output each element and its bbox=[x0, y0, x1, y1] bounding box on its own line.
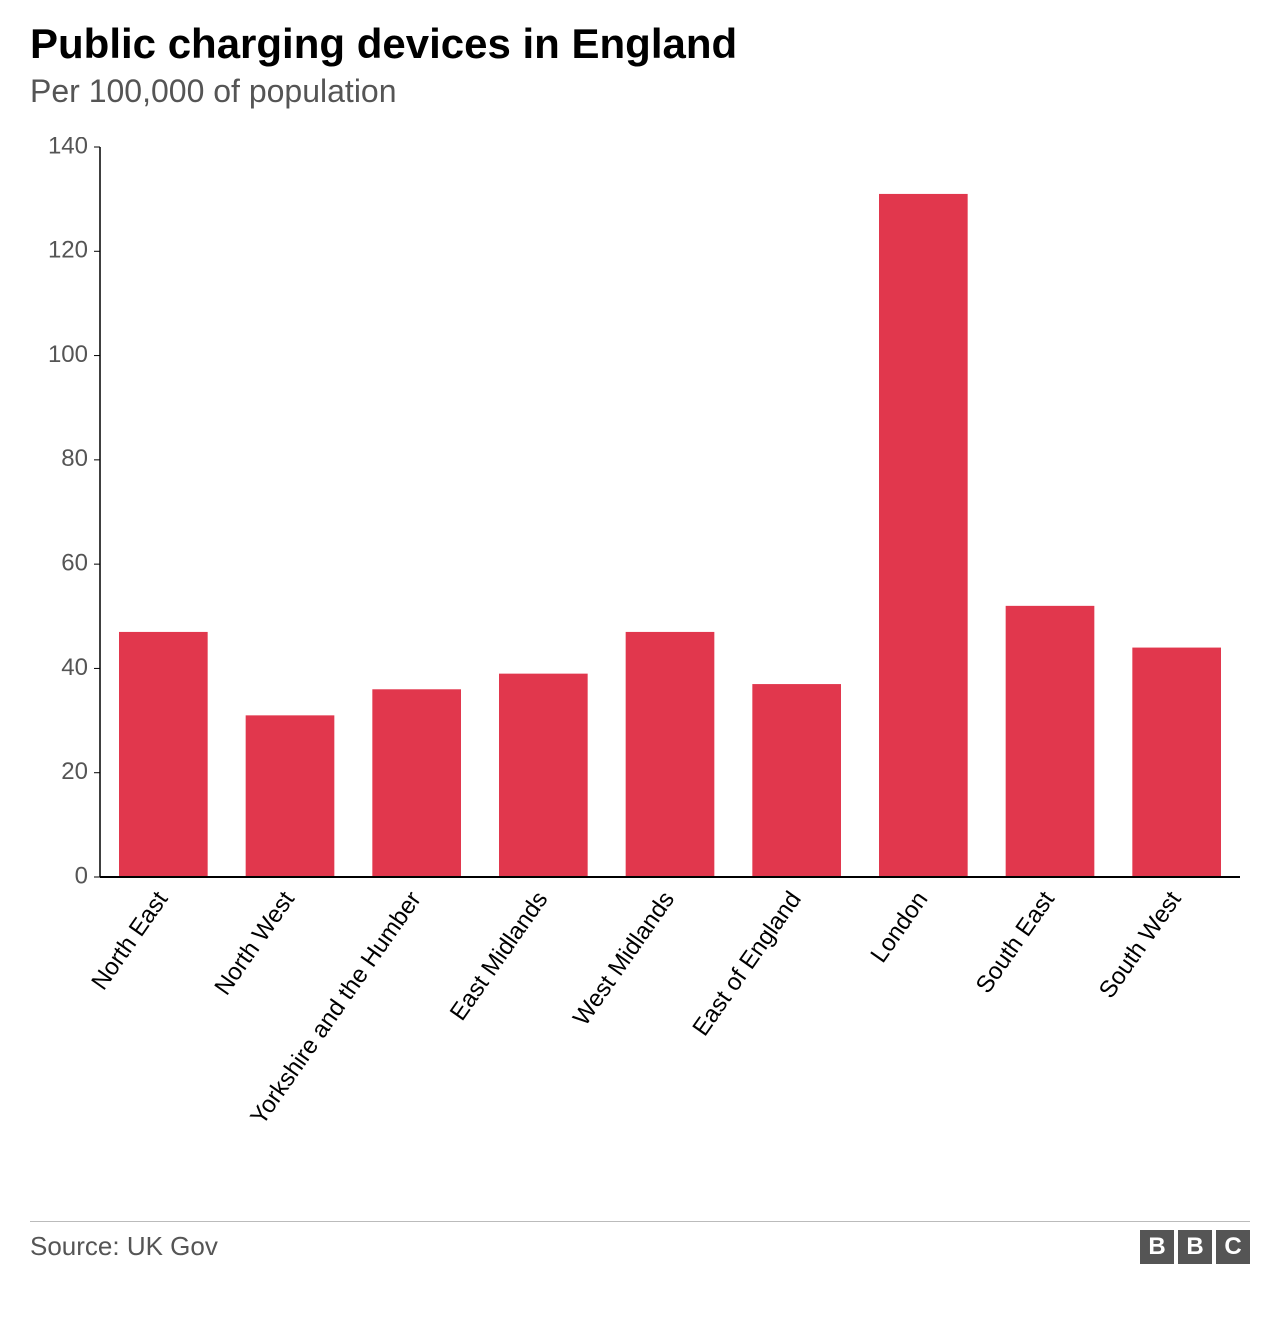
bar bbox=[246, 715, 335, 877]
x-category-label: East Midlands bbox=[445, 886, 554, 1025]
chart-title: Public charging devices in England bbox=[30, 20, 1250, 68]
source-label: Source: UK Gov bbox=[30, 1231, 218, 1262]
y-tick-label: 60 bbox=[61, 549, 88, 576]
bbc-logo-block: B bbox=[1140, 1230, 1174, 1264]
bar-chart-svg: 020406080100120140North EastNorth WestYo… bbox=[30, 137, 1250, 1207]
y-tick-label: 80 bbox=[61, 445, 88, 472]
x-category-label: East of England bbox=[687, 886, 806, 1040]
bbc-logo-block: C bbox=[1216, 1230, 1250, 1264]
bar bbox=[119, 632, 208, 877]
bbc-logo: B B C bbox=[1140, 1230, 1250, 1264]
bar bbox=[1006, 606, 1095, 877]
y-tick-label: 40 bbox=[61, 653, 88, 680]
chart-plot-area: 020406080100120140North EastNorth WestYo… bbox=[30, 137, 1250, 1207]
bbc-logo-block: B bbox=[1178, 1230, 1212, 1264]
y-tick-label: 120 bbox=[48, 236, 88, 263]
chart-subtitle: Per 100,000 of population bbox=[30, 72, 1250, 110]
bar bbox=[499, 673, 588, 876]
bar bbox=[1132, 647, 1221, 876]
footer-divider bbox=[30, 1221, 1250, 1222]
bar bbox=[626, 632, 715, 877]
y-tick-label: 0 bbox=[75, 862, 88, 889]
x-category-label: South East bbox=[971, 886, 1061, 998]
chart-footer: Source: UK Gov B B C bbox=[30, 1230, 1250, 1264]
x-category-label: North East bbox=[86, 886, 173, 995]
y-tick-label: 20 bbox=[61, 758, 88, 785]
bar bbox=[879, 194, 968, 877]
x-category-label: North West bbox=[209, 886, 300, 1000]
x-category-label: London bbox=[865, 886, 933, 967]
bar bbox=[372, 689, 461, 877]
x-category-label: South West bbox=[1094, 886, 1187, 1003]
y-tick-label: 140 bbox=[48, 137, 88, 159]
chart-container: Public charging devices in England Per 1… bbox=[0, 0, 1280, 1284]
bar bbox=[752, 684, 841, 877]
y-tick-label: 100 bbox=[48, 341, 88, 368]
x-category-label: West Midlands bbox=[568, 886, 680, 1030]
